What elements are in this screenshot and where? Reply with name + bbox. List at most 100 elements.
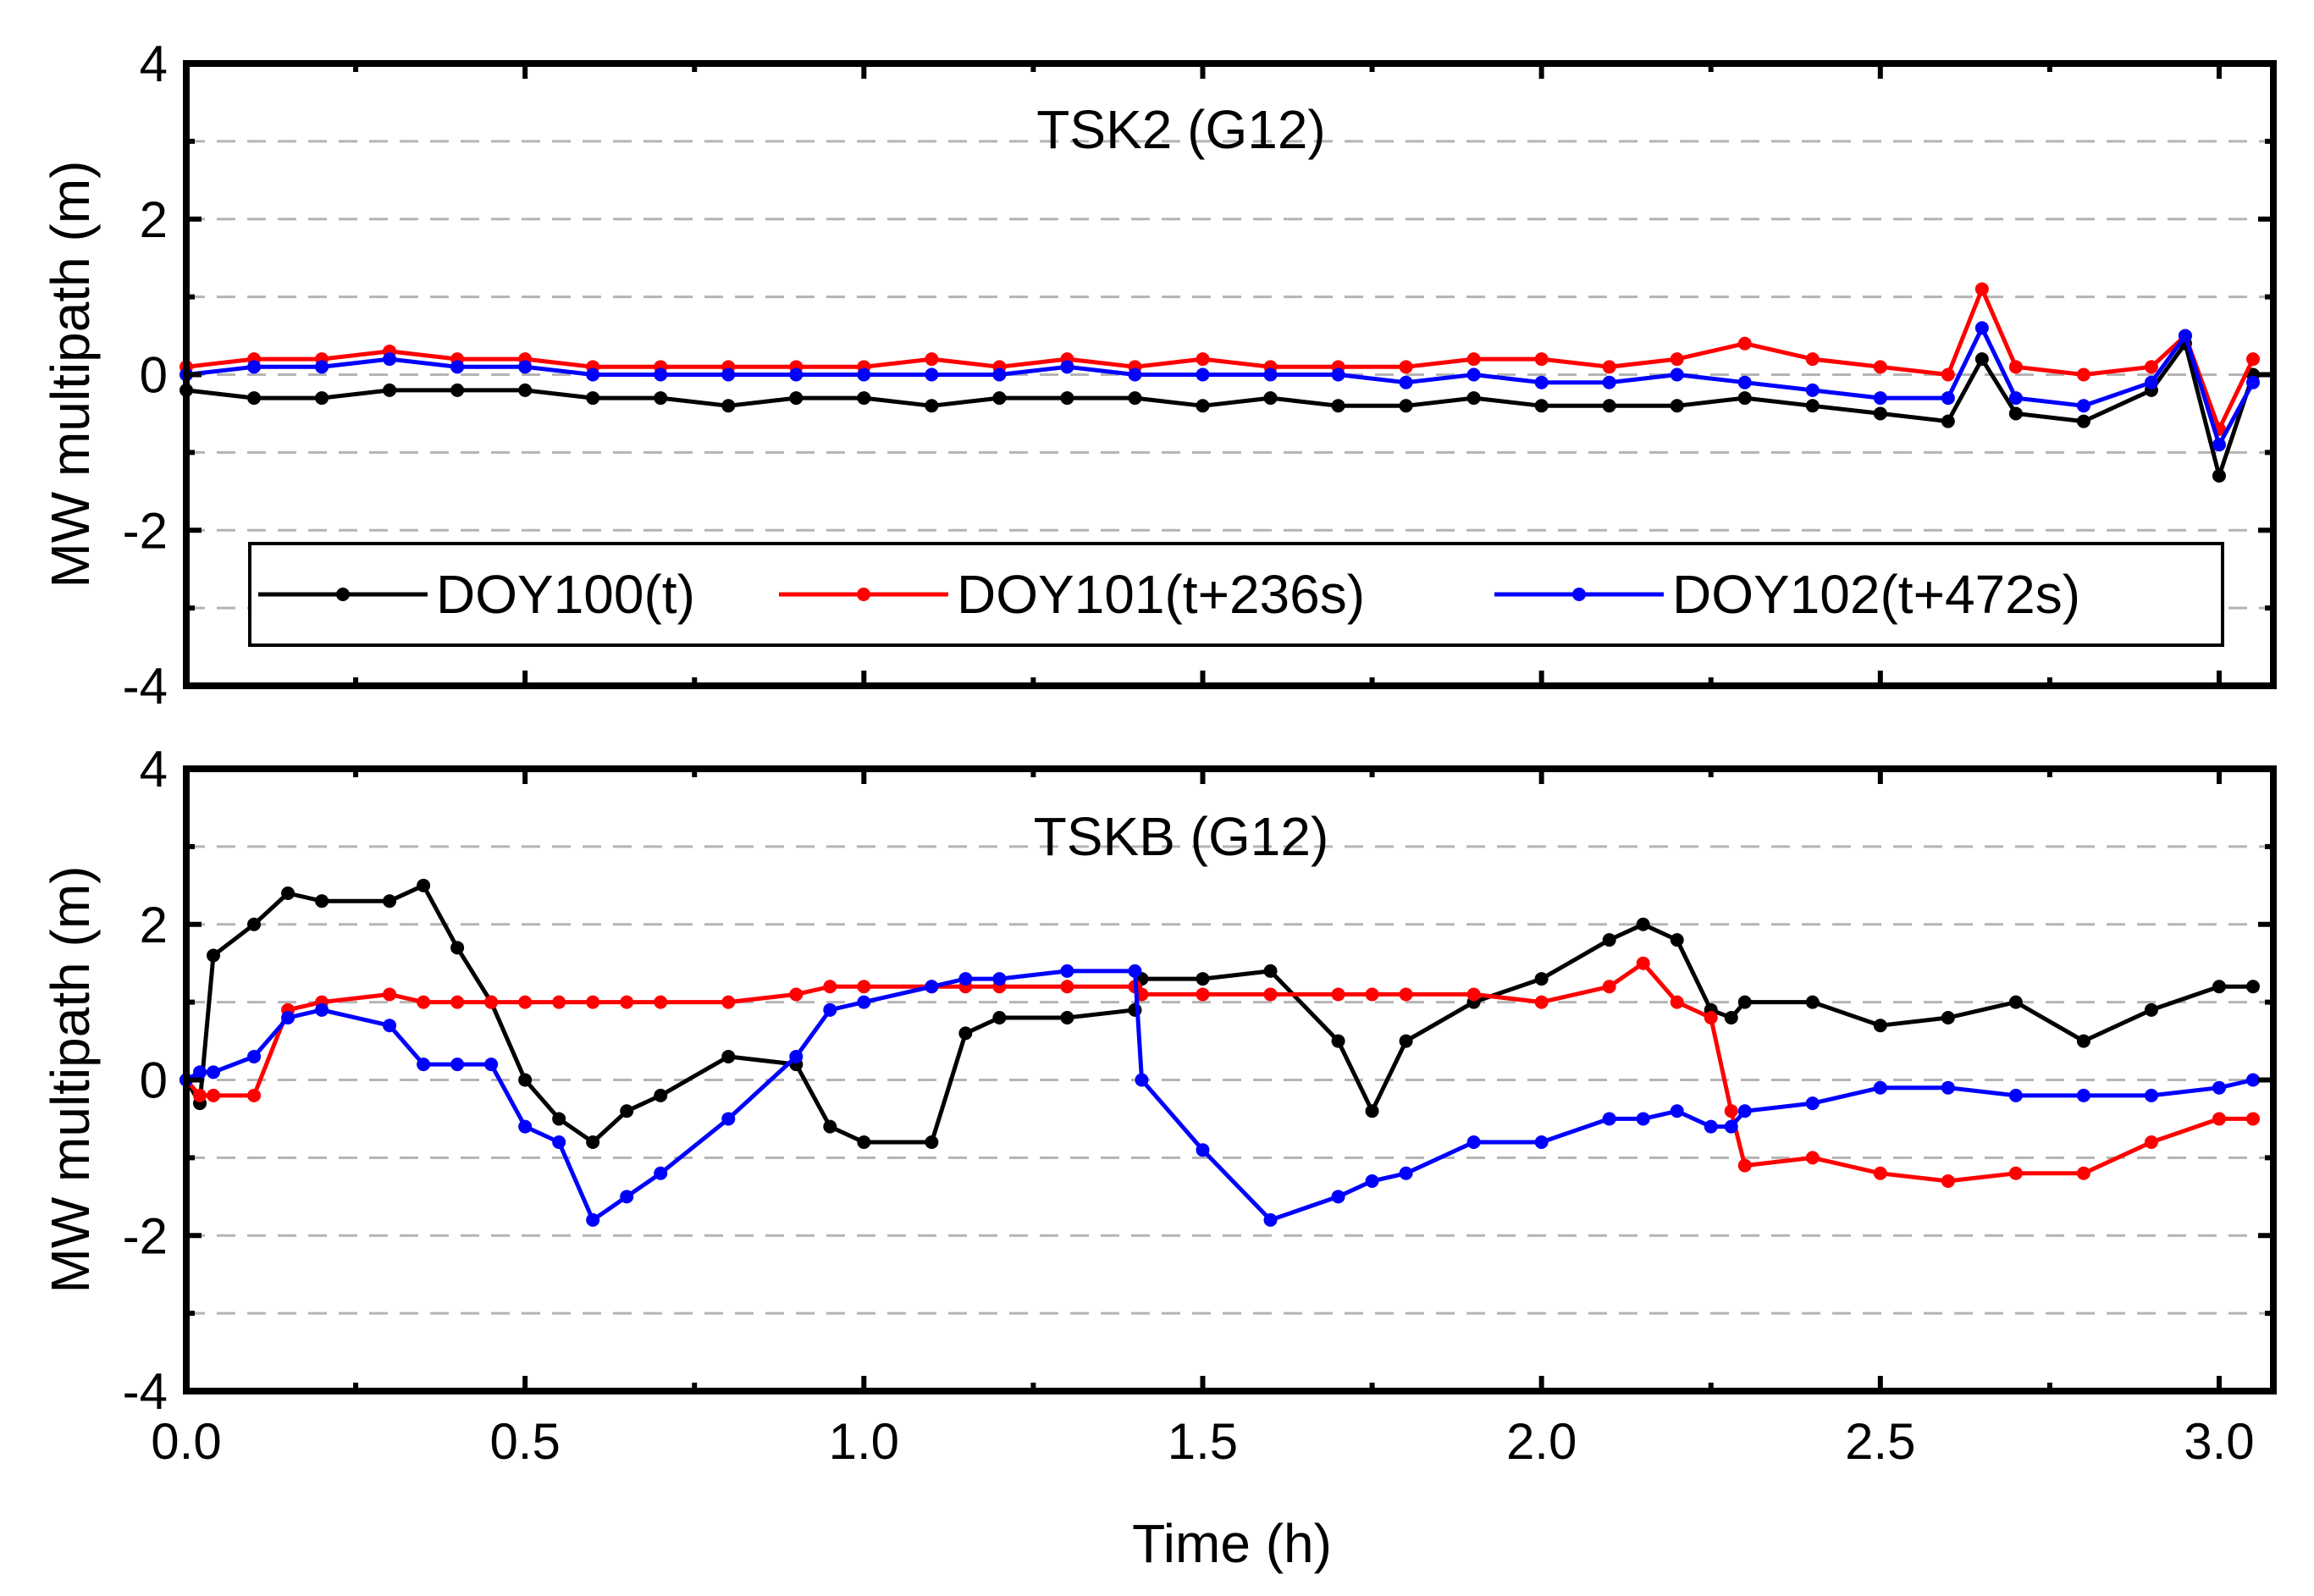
series-doy101-t-236s-point <box>1805 1151 1820 1165</box>
series-doy101-t-236s-point <box>247 1088 262 1102</box>
series-doy100-t-point <box>1602 933 1616 947</box>
legend: DOY100(t) DOY101(t+236s) DOY102(t+472s) <box>248 542 2224 647</box>
series-doy102-t-472s-point <box>383 1019 397 1033</box>
series-doy101-t-236s-point <box>383 987 397 1002</box>
panel-tsk2-ticks <box>184 61 2273 688</box>
series-doy101-t-236s-point <box>654 995 668 1009</box>
series-doy100-t-point <box>1399 1034 1413 1048</box>
series-doy102-t-472s-line <box>185 969 2254 1223</box>
series-doy102-t-472s-point <box>315 1002 329 1017</box>
series-doy102-t-472s-line <box>185 325 2256 447</box>
series-doy101-t-236s-point <box>2212 1112 2226 1126</box>
series-doy102-t-472s-point <box>1263 1212 1278 1227</box>
series-doy101-t-236s-point <box>1365 987 1379 1002</box>
panel-tskb-x-tick-labels: 0.0 0.5 1.0 1.5 2.0 2.5 3.0 <box>151 1413 2254 1470</box>
series-doy100-t-point <box>1873 406 1887 421</box>
series-doy102-t-472s-point <box>1331 367 1345 382</box>
series-doy100-t-point <box>789 391 804 406</box>
series-doy100-t-point <box>383 894 397 908</box>
series-doy100-t-point <box>1724 1011 1738 1024</box>
legend-label-doy102: DOY102(t+472s) <box>1672 564 2080 625</box>
series-doy102-t-472s-point <box>247 1049 262 1063</box>
series-doy102-t-472s-point <box>1399 375 1413 389</box>
series-doy102-t-472s-point <box>552 1135 566 1149</box>
y-tick-label-2: -2 <box>123 1207 168 1264</box>
series-doy102-t-472s-point <box>518 360 533 374</box>
series-doy101-t-236s-point <box>1466 352 1481 367</box>
series-doy101-t-236s-point <box>1060 980 1074 994</box>
series-doy101-t-236s-point <box>207 1088 221 1102</box>
series-doy102-t-472s-point <box>1466 1135 1481 1149</box>
series-doy100-t-point <box>247 391 262 406</box>
series-doy100-t-point <box>1466 391 1481 406</box>
series-doy102-t-472s-point <box>620 1190 634 1204</box>
series-doy102-t-472s-point <box>1365 1174 1379 1188</box>
series-doy102-t-472s-point <box>654 367 668 382</box>
series-doy102-t-472s-point <box>2076 399 2090 413</box>
x-tick-label-0-0: 0.0 <box>151 1413 221 1470</box>
series-doy101-t-236s-point <box>2076 1166 2090 1180</box>
series-doy100-t-point <box>992 391 1007 406</box>
series-doy102-t-472s-point <box>1805 383 1820 397</box>
y-tick-label-2: 2 <box>140 191 168 248</box>
series-doy101-t-236s-point <box>1636 956 1650 970</box>
series-doy101-t-236s-point <box>1196 352 1210 367</box>
series-doy100-t-point <box>518 1073 533 1087</box>
series-doy102-t-472s-point <box>1466 367 1481 382</box>
series-doy101-t-236s-point <box>1704 1011 1718 1024</box>
legend-box <box>248 542 2224 647</box>
series-doy100-t-line <box>184 883 2253 1145</box>
series-doy100-t-point <box>1331 1034 1345 1048</box>
series-doy102-t-472s-point <box>2212 438 2226 452</box>
panel-tsk2: -4 -2 0 2 4 TSK2 (G12) MW multipath (m) DOY1… <box>40 36 2277 715</box>
series-doy100-t-point <box>2144 1002 2158 1017</box>
y-tick-label-0: 0 <box>140 1052 168 1109</box>
series-doy101-t-236s-point <box>518 995 533 1009</box>
series-doy101-t-236s-point <box>484 995 499 1009</box>
series-doy100-t-point <box>1941 414 1955 428</box>
series-doy102-t-472s-point <box>1941 391 1955 406</box>
panel-tskb-gridlines <box>186 845 2273 1315</box>
series-doy102-t-472s-point <box>1534 375 1549 389</box>
series-doy102-t-472s-point <box>1941 1080 1955 1095</box>
series-doy102-t-472s-point <box>1331 1190 1345 1204</box>
series-doy102-t-472s-point <box>857 995 871 1009</box>
series-doy102-t-472s-point <box>1805 1096 1820 1111</box>
y-tick-label-0: 0 <box>140 347 168 404</box>
panel-tsk2-title: TSK2 (G12) <box>1036 99 1325 160</box>
series-doy102-t-472s-point <box>2008 391 2023 406</box>
series-doy102-t-472s-point <box>2008 1088 2023 1102</box>
series-doy102-t-472s-point <box>1737 1104 1752 1118</box>
series-doy101-t-236s-point <box>450 995 465 1009</box>
series-doy101-t-236s-point <box>1724 1104 1738 1118</box>
x-tick-label-1-5: 1.5 <box>1168 1413 1238 1470</box>
series-doy102-t-472s-point <box>586 367 600 382</box>
y-tick-label-4: 4 <box>140 741 168 798</box>
series-doy101-t-236s-point <box>1399 987 1413 1002</box>
series-doy100-t-point <box>586 1135 600 1149</box>
series-doy100-t-point <box>2076 414 2090 428</box>
x-axis-title: Time (h) <box>1132 1513 1332 1574</box>
series-doy101-t-236s-point <box>1534 352 1549 367</box>
series-doy102-t-472s-point <box>450 1058 465 1072</box>
series-doy101-t-236s-point <box>1873 1166 1887 1180</box>
series-doy102-t-472s-point <box>2178 329 2192 343</box>
series-doy100-t-point <box>1399 399 1413 413</box>
series-doy102-t-472s-point <box>1737 375 1752 389</box>
series-doy102-t-472s-point <box>383 352 397 367</box>
series-doy100-t-point <box>1060 1011 1074 1024</box>
x-tick-label-3-0: 3.0 <box>2184 1413 2254 1470</box>
series-doy101-t-236s-point <box>1737 1158 1752 1173</box>
series-doy101-t-236s-point <box>1331 987 1345 1002</box>
series-doy102-t-472s-point <box>315 360 329 374</box>
series-doy101-t-236s-point <box>857 980 871 994</box>
series-doy101-t-236s-point <box>1873 360 1887 374</box>
series-doy102-t-472s-point <box>857 367 871 382</box>
series-doy102-t-472s-point <box>2144 375 2158 389</box>
series-doy102-t-472s-point <box>450 360 465 374</box>
series-doy102-t-472s-point <box>2144 1088 2158 1102</box>
series-doy100-t-point <box>1941 1011 1955 1024</box>
series-doy100-t-point <box>1737 995 1752 1009</box>
